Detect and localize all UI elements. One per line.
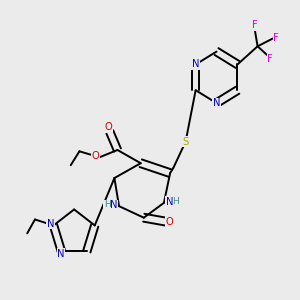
Text: O: O bbox=[92, 151, 100, 161]
Text: N: N bbox=[110, 200, 117, 210]
Text: F: F bbox=[273, 33, 279, 43]
Text: O: O bbox=[104, 122, 112, 132]
Text: N: N bbox=[166, 197, 173, 207]
Text: H: H bbox=[172, 197, 179, 206]
Text: N: N bbox=[192, 59, 200, 70]
Text: F: F bbox=[252, 20, 257, 31]
Text: N: N bbox=[57, 249, 64, 259]
Text: N: N bbox=[47, 219, 54, 229]
Text: N: N bbox=[213, 98, 220, 108]
Text: H: H bbox=[104, 200, 111, 209]
Text: S: S bbox=[182, 137, 189, 147]
Text: O: O bbox=[166, 217, 174, 227]
Text: F: F bbox=[267, 54, 273, 64]
